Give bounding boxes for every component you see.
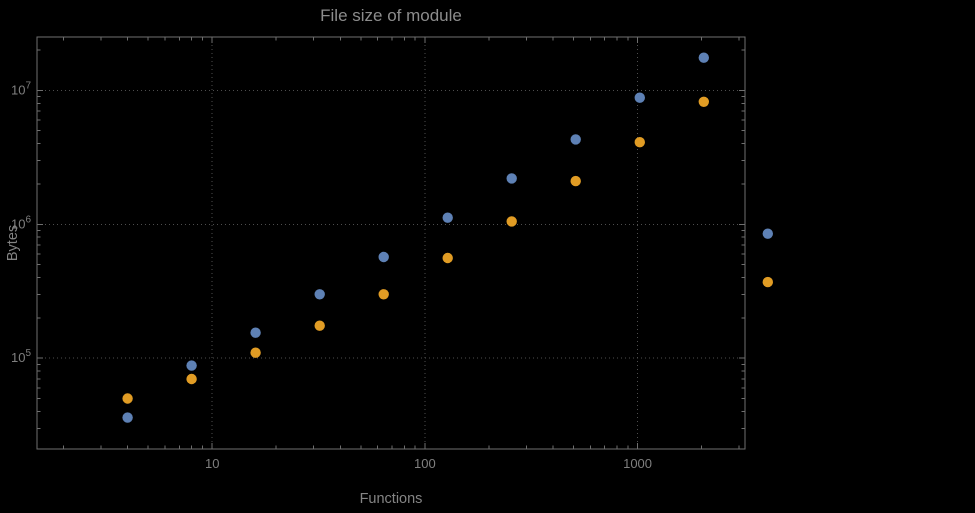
data-point-series-orange — [378, 289, 389, 300]
chart-title: File size of module — [320, 6, 462, 25]
data-point-series-orange — [762, 276, 773, 288]
y-tick-label: 107 — [11, 80, 31, 97]
data-point-series-orange — [634, 137, 645, 148]
plot-frame — [36, 36, 746, 450]
data-point-series-blue — [250, 327, 261, 338]
data-point-series-blue — [378, 251, 389, 263]
y-tick-label: 105 — [11, 348, 31, 365]
data-point-series-blue — [762, 228, 773, 239]
data-point-series-blue — [186, 360, 197, 371]
x-tick-label: 1000 — [623, 456, 652, 471]
data-point-series-blue — [442, 212, 453, 223]
x-tick-label: 100 — [414, 456, 436, 471]
data-point-series-orange — [314, 320, 325, 331]
data-point-series-orange — [122, 393, 133, 404]
data-point-series-blue — [698, 52, 709, 63]
data-point-series-orange — [250, 347, 261, 358]
data-point-series-blue — [634, 92, 645, 103]
data-point-series-blue — [314, 289, 325, 300]
y-axis-label: Bytes — [5, 224, 21, 262]
x-axis-label: Functions — [359, 491, 423, 507]
data-point-series-orange — [698, 96, 709, 108]
x-tick-label: 10 — [205, 456, 219, 471]
data-point-series-orange — [442, 252, 453, 264]
data-point-series-orange — [570, 175, 581, 187]
data-point-series-blue — [506, 173, 517, 184]
data-point-series-orange — [506, 216, 517, 227]
data-point-series-blue — [570, 134, 581, 145]
data-point-series-blue — [122, 412, 133, 423]
data-point-series-orange — [186, 373, 197, 385]
